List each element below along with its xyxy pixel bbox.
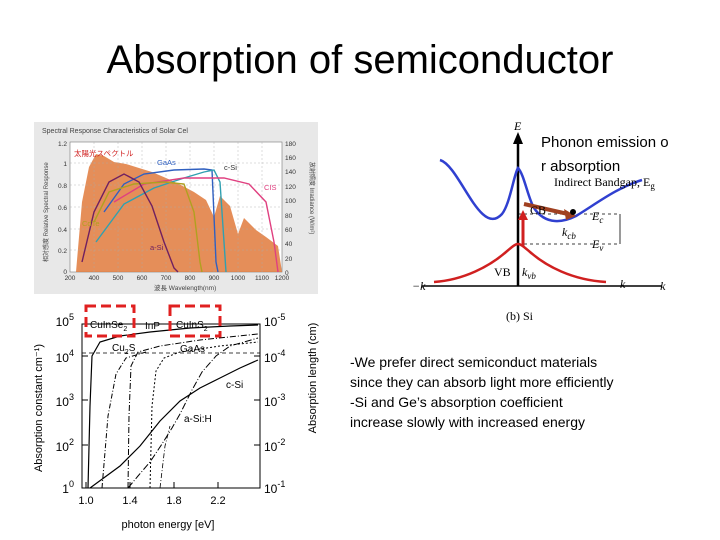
note-line: -We prefer direct semiconduct materials <box>350 354 598 370</box>
ev-label: Ev <box>591 237 603 253</box>
solar-right-tick: 60 <box>285 227 293 234</box>
label-asi: a-Si <box>150 243 164 252</box>
solar-figure-title: Spectral Response Characteristics of Sol… <box>42 128 188 135</box>
notes-text: -We prefer direct semiconduct materials … <box>350 352 720 432</box>
curve-gaas <box>103 168 219 273</box>
absorption-figure: CuInSe2 InP CuInS2 Cu2S GaAs c-Si a-Si:H… <box>33 304 319 531</box>
abs-left-tick: 10 <box>62 479 74 496</box>
curve-csi <box>89 359 259 489</box>
note-line: -Si and Ge’s absorption coefficient <box>350 394 563 410</box>
k-right-label: k <box>620 277 626 291</box>
k-far-label: −k <box>652 279 666 293</box>
abs-y-label-left: Absorption constant cm⁻¹) <box>33 344 45 472</box>
abs-x-tick: 2.2 <box>210 495 225 507</box>
solar-left-tick: 0.6 <box>58 205 67 212</box>
solar-right-axis-label: 放射照度 Irradiance (W/m²) <box>308 162 316 234</box>
absorption-plot-frame <box>81 323 261 489</box>
abs-left-tick: 105 <box>56 312 74 329</box>
slide-title: Absorption of semiconductor <box>106 38 614 82</box>
solar-x-tick: 900 <box>209 275 220 282</box>
abs-left-tick: 103 <box>56 392 74 409</box>
label-inp: InP <box>145 321 160 332</box>
curve-cu2s <box>101 351 147 489</box>
solar-right-tick: 160 <box>285 155 296 162</box>
solar-x-tick: 700 <box>161 275 172 282</box>
solar-x-tick: 200 <box>65 275 76 282</box>
abs-left-tick: 104 <box>56 348 74 365</box>
curve-inp <box>127 333 259 489</box>
note-line: since they can absorb light more efficie… <box>350 374 614 390</box>
label-gaas: GaAs <box>180 344 205 355</box>
label-asih: a-Si:H <box>184 414 212 425</box>
solar-x-label: 波長 Wavelength(nm) <box>154 283 216 292</box>
label-cuinse2: CuInSe2 <box>90 320 127 333</box>
solar-right-tick: 40 <box>285 241 293 248</box>
band-diagram-figure: E Indirect Bandgap, Eg CB VB Ec Ev kcb k… <box>412 119 666 323</box>
solar-right-tick: 80 <box>285 213 293 220</box>
curve-csi <box>95 169 227 273</box>
abs-y-label-right: Absorption length (cm) <box>307 323 319 434</box>
solar-left-tick: 0.2 <box>58 248 67 255</box>
highlight-cuinse2 <box>84 304 136 338</box>
k-left-label: −k <box>412 279 426 293</box>
abs-right-tick: 10-5 <box>264 312 285 329</box>
abs-right-tick: 10-2 <box>264 437 285 454</box>
solar-x-tick: 1000 <box>231 275 246 282</box>
solar-left-tick: 0.8 <box>58 183 67 190</box>
label-gaas: GaAs <box>157 158 176 167</box>
solar-right-tick: 180 <box>285 141 296 148</box>
solar-x-tick: 400 <box>89 275 100 282</box>
cb-label: CB <box>530 203 546 217</box>
abs-right-tick: 10-1 <box>264 479 285 496</box>
vb-label: VB <box>494 265 511 279</box>
highlight-cuins2 <box>168 304 222 338</box>
label-spectrum: 太陽光スペクトル <box>74 148 134 158</box>
energy-axis-label: E <box>513 119 522 133</box>
phonon-arrow <box>523 202 569 216</box>
solar-left-tick: 0.4 <box>58 227 67 234</box>
solar-right-tick: 100 <box>285 198 296 205</box>
solar-right-tick: 20 <box>285 256 293 263</box>
label-csi: c-Si <box>224 163 237 172</box>
solar-right-tick: 120 <box>285 184 296 191</box>
indirect-bandgap-label: Indirect Bandgap, Eg <box>554 175 655 191</box>
conduction-band-curve <box>439 158 643 223</box>
solar-x-tick: 600 <box>137 275 148 282</box>
abs-left-tick: 102 <box>56 437 74 454</box>
solar-x-tick: 1100 <box>255 275 269 282</box>
solar-left-tick: 0 <box>63 269 67 276</box>
curve-gaas <box>149 341 259 489</box>
solar-spectral-figure: Spectral Response Characteristics of Sol… <box>34 122 318 294</box>
solar-left-axis-label: 相対感度 Relative Spectral Response <box>42 162 50 262</box>
solar-spectrum-area <box>76 154 282 272</box>
curve-asi <box>81 173 179 273</box>
abs-right-tick: 10-3 <box>264 392 285 409</box>
solar-right-tick: 140 <box>285 169 296 176</box>
band-caption: (b) Si <box>506 309 534 323</box>
solar-x-tick: 800 <box>185 275 196 282</box>
valence-band-curve <box>433 242 607 284</box>
ec-label: Ec <box>591 209 603 225</box>
solar-left-tick: 1.2 <box>58 141 67 148</box>
kvb-label: kvb <box>522 265 536 281</box>
abs-x-tick: 1.4 <box>122 495 137 507</box>
abs-x-tick: 1.8 <box>166 495 181 507</box>
curve-asih <box>127 337 259 489</box>
kcb-label: kcb <box>562 225 576 241</box>
abs-right-tick: 10-4 <box>264 348 285 365</box>
label-cis: CIS <box>264 183 277 192</box>
abs-x-label: photon energy [eV] <box>122 519 215 531</box>
label-cu2s: Cu2S <box>112 343 136 356</box>
solar-left-tick: 1 <box>63 161 67 168</box>
solar-right-tick: 0 <box>285 270 289 277</box>
label-cdte: CdTe <box>82 219 100 228</box>
solar-x-tick: 500 <box>113 275 124 282</box>
note-line: increase slowly with increased energy <box>350 414 585 430</box>
phonon-callout: Phonon emission o r absorption <box>541 134 669 175</box>
curve-cdte <box>93 181 203 273</box>
solar-x-tick: 1200 <box>275 275 290 282</box>
label-cuins2: CuInS2 <box>176 320 208 333</box>
abs-x-tick: 1.0 <box>78 495 93 507</box>
label-csi: c-Si <box>226 380 243 391</box>
